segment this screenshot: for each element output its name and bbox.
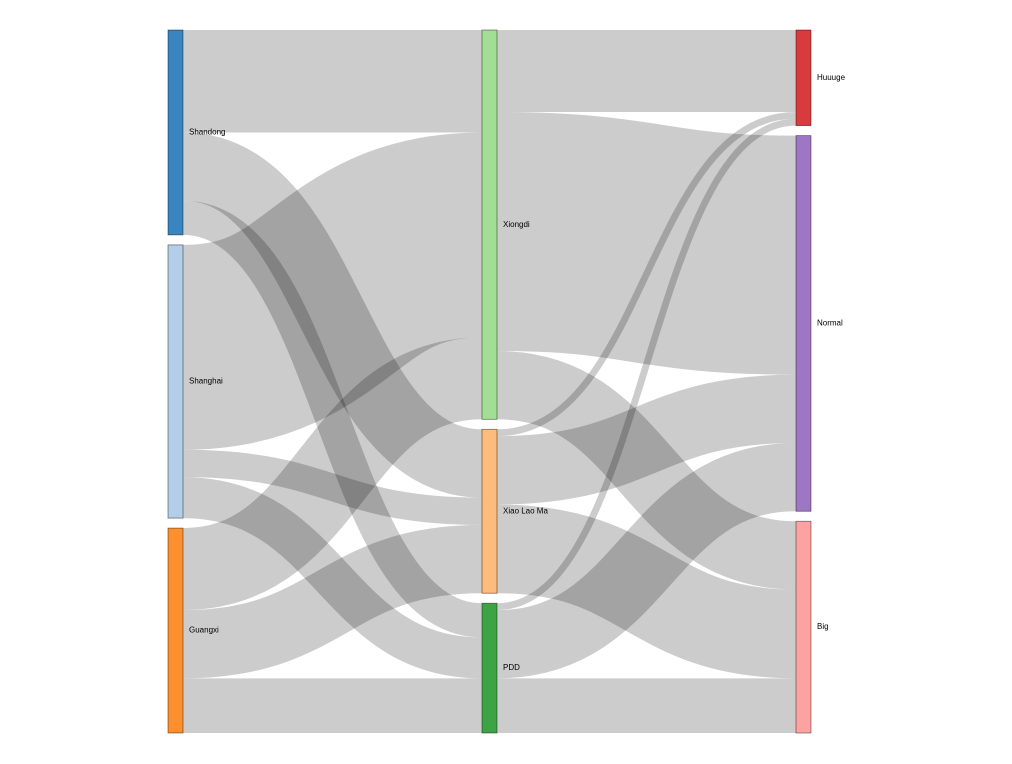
node-label: Xiao Lao Ma [503,506,548,515]
node-label: Shandong [189,128,225,137]
node [795,520,812,734]
link [496,111,797,437]
link [496,111,797,375]
node-label: PDD [503,663,520,672]
node-label: Huuuge [817,73,846,82]
node-label: Big [817,622,829,631]
link [496,504,797,679]
node [481,29,498,420]
nodes: Shandong Shanghai Guangxi Xiongdi Xiao Lao M… [167,29,846,734]
node-label: Xiongdi [503,220,530,229]
node [795,135,812,512]
link [182,449,483,525]
link [182,477,483,679]
links [179,29,798,734]
link [495,351,798,590]
link [181,200,484,638]
node [167,29,184,236]
link [179,132,486,450]
node-label: Shanghai [189,377,223,386]
link [496,374,797,505]
node [167,527,184,734]
node [481,428,498,594]
node [167,244,184,519]
node [795,29,812,127]
node-label: Normal [817,319,843,328]
node [481,602,498,734]
link [182,524,483,679]
link [181,337,484,611]
node-label: Guangxi [189,626,219,635]
link [495,442,798,679]
link [496,118,797,611]
link [180,132,485,498]
